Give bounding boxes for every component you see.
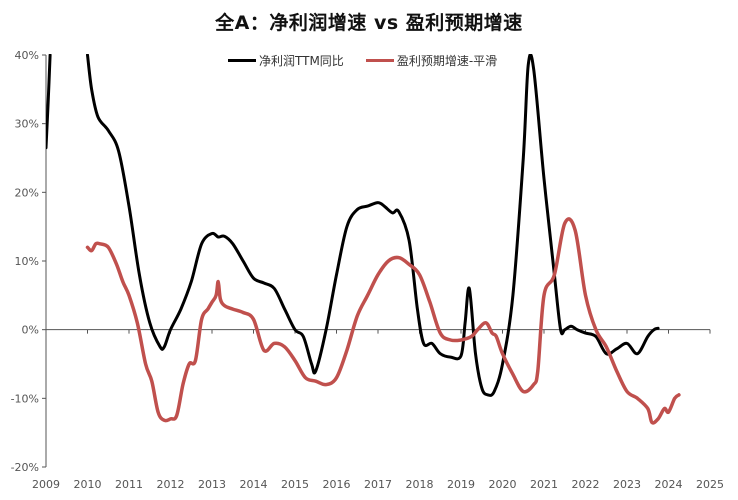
legend-item-earnings-forecast: 盈利预期增速-平滑 <box>365 52 498 69</box>
legend-item-net-profit: 净利润TTM同比 <box>228 52 344 69</box>
y-tick-label: -20% <box>11 461 39 474</box>
earnings-forecast-line <box>85 217 681 425</box>
x-tick-label: 2025 <box>696 478 724 491</box>
y-tick-label: 10% <box>15 255 39 268</box>
x-tick-label: 2017 <box>364 478 392 491</box>
x-tick-label: 2016 <box>323 478 351 491</box>
chart-title: 全A：净利润增速 vs 盈利预期增速 <box>215 12 523 34</box>
series-lines <box>46 54 681 425</box>
x-tick-label: 2022 <box>572 478 600 491</box>
x-tick-label: 2009 <box>32 478 60 491</box>
y-tick-label: -10% <box>11 392 39 405</box>
axes: -20% -10% 0% 10% 20% 30% 40% 2009 2010 2011 2012 20… <box>11 49 724 491</box>
x-tick-label: 2012 <box>157 478 185 491</box>
x-tick-label: 2018 <box>406 478 434 491</box>
x-tick-label: 2023 <box>613 478 641 491</box>
x-tick-label: 2020 <box>489 478 517 491</box>
net-profit-ttm-line <box>86 54 660 397</box>
legend-swatch-red <box>365 59 394 62</box>
x-tick-label: 2019 <box>447 478 475 491</box>
x-tick-label: 2024 <box>655 478 683 491</box>
y-tick-label: 30% <box>15 118 39 131</box>
x-tick-label: 2013 <box>198 478 226 491</box>
y-tick-label: 0% <box>22 324 39 337</box>
legend-swatch-black <box>228 59 256 62</box>
x-tick-label: 2014 <box>240 478 268 491</box>
legend-label: 盈利预期增速-平滑 <box>396 54 498 68</box>
x-tick-label: 2021 <box>530 478 558 491</box>
legend: 净利润TTM同比 盈利预期增速-平滑 <box>228 52 519 69</box>
legend-label: 净利润TTM同比 <box>259 54 344 68</box>
x-tick-label: 2011 <box>115 478 143 491</box>
y-tick-label: 40% <box>15 49 39 62</box>
x-tick-label: 2015 <box>281 478 309 491</box>
y-tick-label: 20% <box>15 186 39 199</box>
x-tick-label: 2010 <box>74 478 102 491</box>
net-profit-ttm-line <box>46 54 52 150</box>
